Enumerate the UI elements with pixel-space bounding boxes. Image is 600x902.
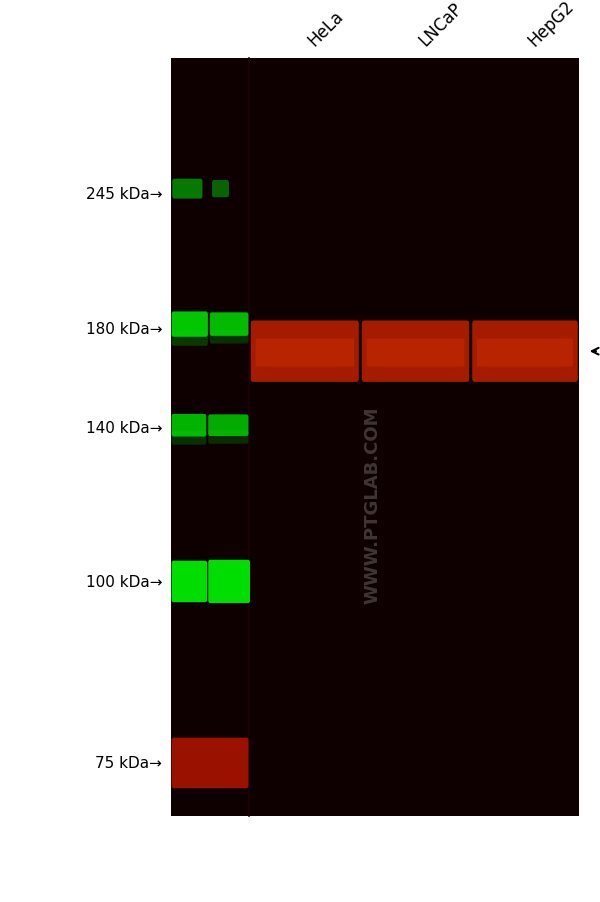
FancyBboxPatch shape	[477, 339, 573, 367]
Text: 180 kDa→: 180 kDa→	[86, 322, 162, 336]
FancyBboxPatch shape	[172, 179, 202, 199]
FancyBboxPatch shape	[208, 415, 248, 437]
FancyBboxPatch shape	[208, 430, 248, 444]
FancyBboxPatch shape	[172, 738, 248, 788]
Text: HepG2: HepG2	[525, 0, 578, 50]
FancyBboxPatch shape	[172, 332, 208, 346]
Text: 140 kDa→: 140 kDa→	[86, 421, 162, 436]
FancyBboxPatch shape	[256, 339, 354, 367]
FancyBboxPatch shape	[362, 321, 469, 382]
Text: WWW.PTGLAB.COM: WWW.PTGLAB.COM	[363, 407, 381, 603]
FancyBboxPatch shape	[210, 313, 248, 336]
Text: 245 kDa→: 245 kDa→	[86, 187, 162, 201]
FancyBboxPatch shape	[172, 414, 206, 437]
FancyBboxPatch shape	[208, 560, 250, 603]
Text: HeLa: HeLa	[305, 7, 347, 50]
Bar	[171, 59, 579, 816]
FancyBboxPatch shape	[367, 339, 464, 367]
FancyBboxPatch shape	[210, 330, 248, 344]
FancyBboxPatch shape	[173, 567, 206, 596]
Text: 100 kDa→: 100 kDa→	[86, 575, 162, 589]
Text: LNCaP: LNCaP	[415, 0, 466, 50]
FancyBboxPatch shape	[172, 312, 208, 337]
FancyBboxPatch shape	[172, 431, 206, 445]
FancyBboxPatch shape	[210, 566, 248, 597]
FancyBboxPatch shape	[172, 561, 207, 603]
Text: 75 kDa→: 75 kDa→	[95, 755, 162, 769]
FancyBboxPatch shape	[472, 321, 578, 382]
FancyBboxPatch shape	[251, 321, 359, 382]
FancyBboxPatch shape	[212, 180, 229, 198]
